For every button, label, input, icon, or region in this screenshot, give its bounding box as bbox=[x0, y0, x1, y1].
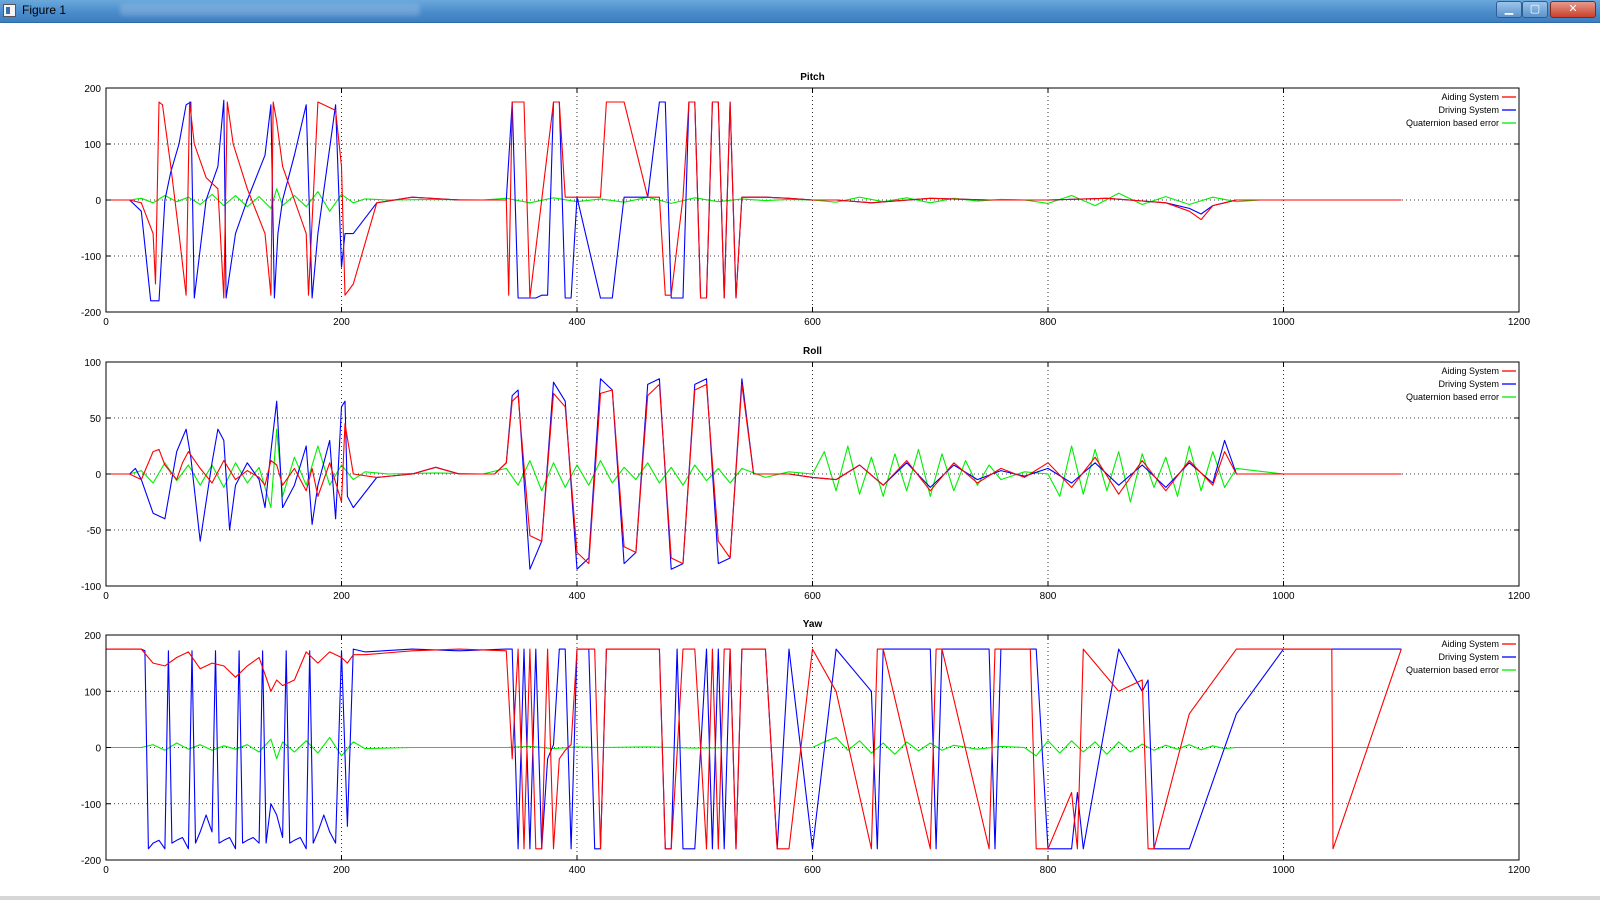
x-tick-label: 0 bbox=[103, 317, 109, 328]
series-line-aiding-system bbox=[106, 101, 1402, 299]
subplot-title: Yaw bbox=[803, 619, 823, 630]
legend-label: Aiding System bbox=[1441, 366, 1499, 376]
minimize-button[interactable]: ▁ bbox=[1496, 1, 1522, 18]
subplot-pitch: Pitch 0 200 400 600 800 1000 1200 -200 -100 0 100 20… bbox=[81, 72, 1531, 328]
y-tick-label: -100 bbox=[81, 582, 101, 593]
legend-label: Quaternion based error bbox=[1406, 665, 1499, 675]
legend-label: Quaternion based error bbox=[1406, 118, 1499, 128]
x-tick-label: 800 bbox=[1040, 317, 1057, 328]
y-tick-label: -200 bbox=[81, 856, 101, 867]
x-tick-label: 1200 bbox=[1508, 591, 1531, 602]
window-bottom-border bbox=[0, 896, 1600, 900]
legend-label: Driving System bbox=[1438, 652, 1499, 662]
y-tick-label: 100 bbox=[84, 687, 101, 698]
y-tick-label: -200 bbox=[81, 308, 101, 319]
x-tick-label: 1200 bbox=[1508, 317, 1531, 328]
series-group bbox=[106, 378, 1402, 570]
y-tick-label: 0 bbox=[95, 744, 101, 755]
y-tick-label: 0 bbox=[95, 470, 101, 481]
maximize-icon: ▢ bbox=[1529, 3, 1541, 15]
x-tick-label: 0 bbox=[103, 865, 109, 876]
y-tick-label: 200 bbox=[84, 631, 101, 642]
x-tick-label: 1200 bbox=[1508, 865, 1531, 876]
x-tick-label: 0 bbox=[103, 591, 109, 602]
legend: Aiding System Driving System Quaternion ba… bbox=[1406, 92, 1516, 128]
y-tick-label: -100 bbox=[81, 800, 101, 811]
maximize-button[interactable]: ▢ bbox=[1522, 1, 1548, 18]
x-tick-label: 800 bbox=[1040, 865, 1057, 876]
y-tick-label: 100 bbox=[84, 358, 101, 369]
legend-label: Aiding System bbox=[1441, 92, 1499, 102]
y-tick-label: -100 bbox=[81, 252, 101, 263]
y-tick-label: 0 bbox=[95, 196, 101, 207]
series-group bbox=[106, 99, 1402, 302]
subplot-title: Pitch bbox=[800, 72, 824, 83]
y-tick-label: 100 bbox=[84, 140, 101, 151]
subplot-roll: Roll 0 200 400 600 800 1000 1200 -100 -50 0 50 100 Ai… bbox=[81, 346, 1531, 602]
minimize-icon: ▁ bbox=[1504, 3, 1514, 15]
window-title-path bbox=[120, 4, 420, 16]
figure-window-icon bbox=[3, 4, 16, 17]
series-line-quaternion-based-error bbox=[106, 188, 1402, 212]
y-tick-label: -50 bbox=[87, 526, 102, 537]
x-tick-label: 1000 bbox=[1272, 865, 1295, 876]
x-tick-label: 600 bbox=[804, 317, 821, 328]
subplot-yaw: Yaw 0 200 400 600 800 1000 1200 -200 -100 0 100 200 A… bbox=[81, 619, 1531, 876]
close-button[interactable]: ✕ bbox=[1550, 1, 1596, 18]
x-tick-label: 600 bbox=[804, 591, 821, 602]
x-tick-label: 1000 bbox=[1272, 591, 1295, 602]
series-group bbox=[106, 648, 1402, 850]
x-tick-label: 400 bbox=[569, 317, 586, 328]
close-icon: ✕ bbox=[1568, 3, 1578, 15]
legend-label: Quaternion based error bbox=[1406, 392, 1499, 402]
y-tick-label: 50 bbox=[90, 414, 102, 425]
legend-label: Aiding System bbox=[1441, 639, 1499, 649]
x-tick-label: 200 bbox=[333, 317, 350, 328]
series-line-quaternion-based-error bbox=[106, 736, 1402, 760]
series-line-aiding-system bbox=[106, 383, 1402, 565]
series-line-driving-system bbox=[106, 648, 1402, 850]
x-tick-label: 800 bbox=[1040, 591, 1057, 602]
x-tick-label: 1000 bbox=[1272, 317, 1295, 328]
legend: Aiding System Driving System Quaternion ba… bbox=[1406, 639, 1516, 675]
legend-label: Driving System bbox=[1438, 105, 1499, 115]
series-line-aiding-system bbox=[106, 648, 1402, 850]
legend: Aiding System Driving System Quaternion ba… bbox=[1406, 366, 1516, 402]
subplot-title: Roll bbox=[803, 346, 822, 357]
window-title: Figure 1 bbox=[22, 3, 67, 17]
x-tick-label: 200 bbox=[333, 865, 350, 876]
x-tick-label: 600 bbox=[804, 865, 821, 876]
x-tick-label: 200 bbox=[333, 591, 350, 602]
y-tick-label: 200 bbox=[84, 84, 101, 95]
legend-label: Driving System bbox=[1438, 379, 1499, 389]
x-tick-label: 400 bbox=[569, 591, 586, 602]
series-line-quaternion-based-error bbox=[106, 428, 1402, 509]
x-tick-label: 400 bbox=[569, 865, 586, 876]
window-title-bar: Figure 1 ▁ ▢ ✕ bbox=[0, 0, 1600, 23]
